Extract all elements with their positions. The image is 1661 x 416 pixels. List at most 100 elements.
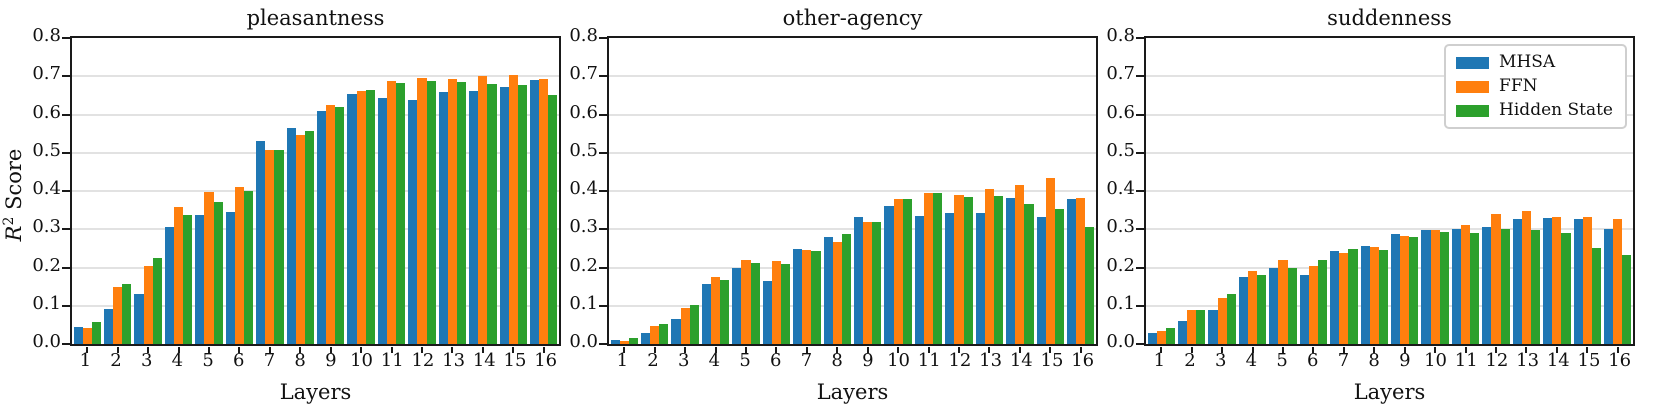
y-tick-mark <box>599 343 607 345</box>
y-tick-label: 0.1 <box>1106 292 1135 314</box>
x-tick-label: 4 <box>708 350 721 371</box>
bar-mhsa-layer-4 <box>1238 277 1248 344</box>
bar-ffn-layer-7 <box>1339 252 1349 344</box>
gridline <box>72 228 559 231</box>
bar-mhsa-layer-2 <box>103 308 114 344</box>
x-tick-mark <box>299 347 302 353</box>
x-tick-mark <box>927 347 930 353</box>
bar-mhsa-layer-2 <box>640 333 651 344</box>
x-tick-mark <box>542 347 545 353</box>
y-tick-mark <box>62 343 70 345</box>
x-tick-label: 10 <box>887 350 910 371</box>
bar-mhsa-layer-15 <box>499 86 509 344</box>
bar-ffn-layer-5 <box>741 259 751 344</box>
bar-mhsa-layer-7 <box>793 248 803 344</box>
bar-ffn-layer-11 <box>387 81 397 344</box>
x-tick-mark <box>1018 347 1021 353</box>
bar-hidden-state-layer-1 <box>1165 327 1175 344</box>
bar-hidden-state-layer-15 <box>1054 208 1065 344</box>
legend-label: Hidden State <box>1499 100 1613 120</box>
bar-ffn-layer-11 <box>1461 224 1471 344</box>
y-axis-label-rest: Score <box>2 148 26 217</box>
bar-mhsa-layer-13 <box>1512 218 1522 344</box>
x-tick-mark <box>958 347 961 353</box>
bar-mhsa-layer-4 <box>701 284 711 344</box>
bar-ffn-layer-10 <box>356 91 366 344</box>
bar-mhsa-layer-9 <box>1391 234 1401 344</box>
x-tick-label: 12 <box>411 350 435 371</box>
gridline <box>72 190 559 192</box>
bar-ffn-layer-12 <box>1491 213 1501 344</box>
bar-mhsa-layer-16 <box>530 80 540 344</box>
bar-ffn-layer-7 <box>802 249 812 344</box>
legend-label: FFN <box>1499 76 1538 96</box>
y-tick-label: 0.5 <box>569 139 598 161</box>
x-tick-mark <box>268 347 271 353</box>
bar-hidden-state-layer-6 <box>780 263 791 344</box>
x-tick-mark <box>360 347 363 353</box>
bar-hidden-state-layer-5 <box>1287 267 1297 344</box>
x-tick-label: 7 <box>800 350 813 371</box>
bar-mhsa-layer-4 <box>164 226 174 344</box>
bar-mhsa-layer-7 <box>1330 250 1340 344</box>
gridline <box>1146 75 1633 78</box>
x-tick-mark <box>1586 347 1589 353</box>
y-tick-label: 0.3 <box>32 216 61 238</box>
bar-mhsa-layer-11 <box>377 98 388 344</box>
gridline <box>1146 304 1633 307</box>
bar-hidden-state-layer-14 <box>1561 233 1571 344</box>
y-tick-mark <box>1136 190 1144 192</box>
x-tick-mark <box>988 347 991 353</box>
bar-ffn-layer-9 <box>1400 235 1410 344</box>
gridline <box>609 266 1096 269</box>
bar-ffn-layer-6 <box>234 187 244 344</box>
x-tick-mark <box>1251 347 1254 353</box>
y-tick-mark <box>62 75 70 78</box>
bar-mhsa-layer-1 <box>610 340 620 344</box>
bar-hidden-state-layer-12 <box>426 81 436 344</box>
x-tick-mark <box>481 347 484 353</box>
bar-ffn-layer-3 <box>143 265 153 344</box>
y-tick-mark <box>599 190 607 192</box>
bar-mhsa-layer-1 <box>73 326 83 344</box>
y-tick-label: 0.5 <box>32 139 61 161</box>
x-axis-label: Layers <box>1353 380 1426 404</box>
x-tick-mark <box>177 347 180 353</box>
y-tick-mark <box>599 75 607 78</box>
bar-mhsa-layer-13 <box>975 213 985 344</box>
x-tick-label: 14 <box>1546 350 1570 371</box>
bar-hidden-state-layer-1 <box>628 338 638 344</box>
y-tick-mark <box>62 190 70 192</box>
bar-mhsa-layer-3 <box>1208 309 1218 344</box>
bar-hidden-state-layer-6 <box>1317 259 1328 344</box>
y-axis-label: R2 Score <box>1 40 27 350</box>
y-tick-label: 0.4 <box>1106 178 1135 199</box>
y-tick-label: 0.2 <box>32 254 61 276</box>
x-tick-label: 6 <box>770 350 782 371</box>
y-tick-mark <box>1136 304 1144 307</box>
x-axis-tick-labels: 1 2 3 4 5 6 7 8 9 10 11 12 13 14 15 16 <box>70 346 561 376</box>
bar-ffn-layer-12 <box>954 195 964 344</box>
bar-ffn-layer-8 <box>295 135 305 344</box>
x-tick-mark <box>1221 347 1224 353</box>
y-tick-mark <box>599 266 607 269</box>
bar-mhsa-layer-8 <box>286 127 296 344</box>
bar-mhsa-layer-16 <box>1604 228 1614 344</box>
gridline <box>72 75 559 78</box>
x-tick-mark <box>1434 347 1437 353</box>
bar-hidden-state-layer-8 <box>1378 249 1388 344</box>
y-tick-label: 0.1 <box>569 292 598 314</box>
bar-hidden-state-layer-2 <box>659 324 669 344</box>
x-tick-label: 15 <box>1040 350 1064 371</box>
chart-title: other-agency <box>782 6 923 30</box>
subplot-pleasantness: pleasantness 0.0 0.1 0.2 0.3 0.4 0.5 0.6 0.7 0.8… <box>26 3 563 416</box>
y-tick-label: 0.1 <box>32 292 61 314</box>
x-tick-mark <box>390 347 393 353</box>
x-tick-mark <box>714 347 717 353</box>
x-tick-label: 5 <box>1276 350 1288 371</box>
x-axis-tick-labels: 1 2 3 4 5 6 7 8 9 10 11 12 13 14 15 16 <box>607 346 1098 376</box>
bar-hidden-state-layer-3 <box>152 258 162 344</box>
y-tick-label: 0.3 <box>569 216 598 238</box>
y-tick-label: 0.8 <box>32 25 61 46</box>
